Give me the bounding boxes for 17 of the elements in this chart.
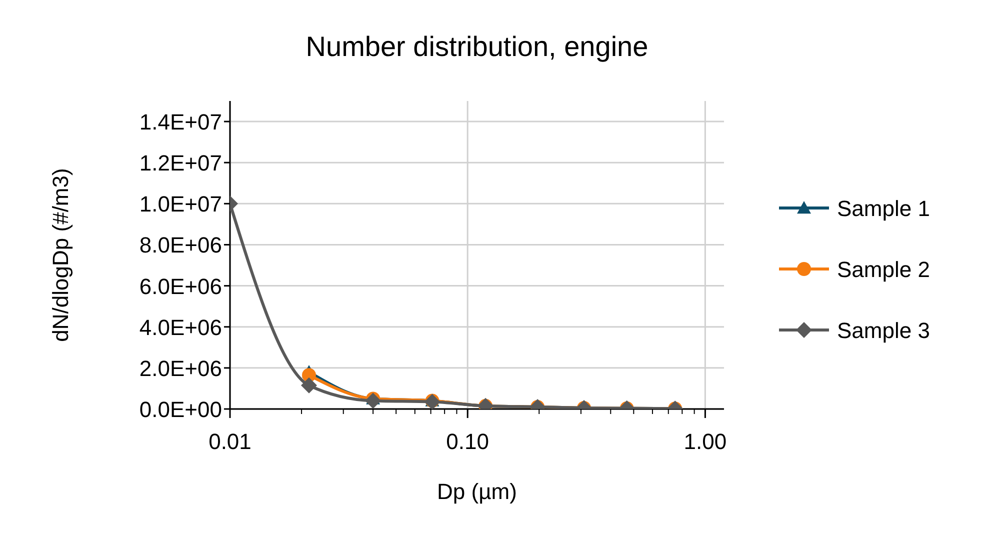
- legend-label: Sample 2: [837, 257, 930, 282]
- y-tick-label: 0.0E+00: [139, 397, 222, 422]
- x-axis-title: Dp (µm): [437, 479, 517, 504]
- y-axis-title: dN/dlogDp (#/m3): [48, 168, 73, 342]
- chart-title: Number distribution, engine: [306, 31, 648, 62]
- y-tick-label: 1.2E+07: [139, 150, 222, 176]
- y-tick-label: 4.0E+06: [139, 314, 222, 340]
- y-tick-label: 6.0E+06: [139, 274, 222, 299]
- x-tick-label: 1.00: [684, 429, 727, 454]
- x-tick-label: 0.01: [208, 429, 252, 454]
- y-tick-label: 2.0E+06: [139, 356, 222, 381]
- legend-label: Sample 3: [837, 318, 930, 343]
- y-tick-label: 1.0E+07: [139, 192, 222, 217]
- y-tick-label: 8.0E+06: [139, 232, 222, 258]
- y-tick-label: 1.4E+07: [139, 110, 222, 135]
- x-tick-label: 0.10: [446, 429, 490, 454]
- legend-label: Sample 1: [837, 196, 930, 221]
